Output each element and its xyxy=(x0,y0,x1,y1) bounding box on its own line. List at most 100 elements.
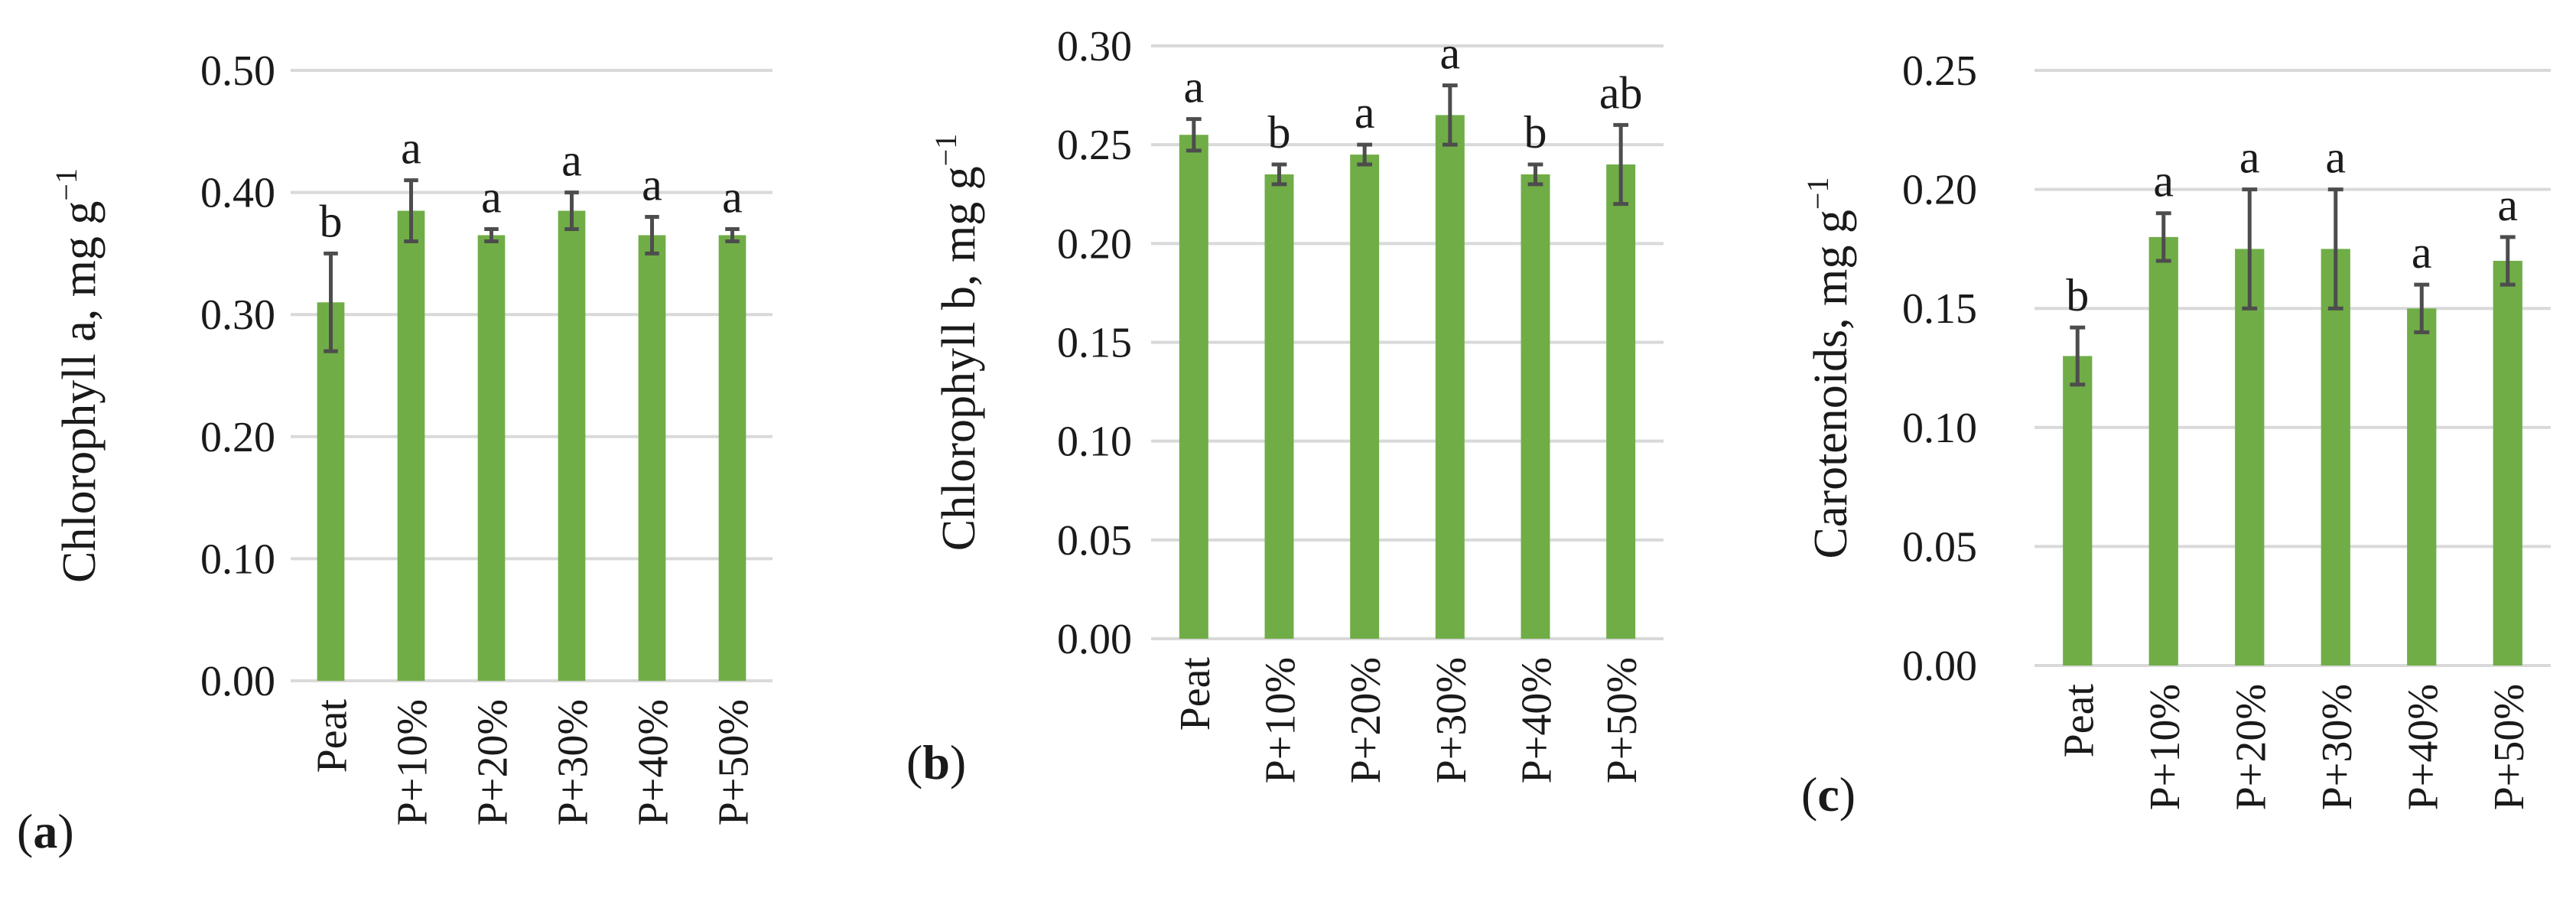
bar xyxy=(2235,249,2265,666)
panel-label-letter: c xyxy=(1817,767,1839,822)
y-tick-label: 0.20 xyxy=(1902,167,1977,214)
error-bar xyxy=(1442,83,1458,147)
y-tick-label: 0.15 xyxy=(1057,320,1132,367)
error-bar xyxy=(645,215,659,255)
error-bar xyxy=(2327,187,2343,311)
bar xyxy=(2148,236,2178,666)
error-bar xyxy=(564,190,579,231)
error-bar xyxy=(2155,211,2171,263)
x-tick-label: Peat xyxy=(2055,684,2103,758)
bar xyxy=(1179,135,1208,639)
x-tick-label: P+50% xyxy=(1599,657,1646,783)
error-bar xyxy=(2500,235,2516,287)
significance-letter: a xyxy=(2412,227,2432,278)
error-bar xyxy=(1271,162,1287,187)
x-tick-label: P+10% xyxy=(389,699,437,825)
significance-letter: a xyxy=(2153,156,2174,207)
significance-letter: a xyxy=(1184,62,1205,112)
significance-letter: a xyxy=(2497,180,2518,230)
x-tick-label: P+20% xyxy=(2227,684,2275,810)
bar xyxy=(558,210,586,681)
y-tick-label: 0.20 xyxy=(200,414,275,461)
bar xyxy=(1264,174,1294,639)
error-bar xyxy=(324,251,338,353)
panel-a: 0.00 0.10 0.20 0.30 0.40 0.50 Chlorophyll a, m… xyxy=(17,47,772,858)
significance-letter: b xyxy=(1524,107,1547,158)
significance-letter: b xyxy=(1268,107,1291,158)
significance-letter: b xyxy=(2066,270,2089,321)
bar xyxy=(2063,356,2093,666)
error-bar xyxy=(1613,122,1629,207)
y-tick-label: 0.15 xyxy=(1902,285,1977,333)
bar xyxy=(2321,249,2350,666)
y-axis-label-text: Carotenoids, mg g xyxy=(1805,210,1857,558)
panel-label-letter: a xyxy=(33,804,57,858)
significance-letter: a xyxy=(2325,132,2346,183)
bar xyxy=(2493,260,2522,666)
error-bar xyxy=(2070,325,2086,387)
y-tick-label: 0.25 xyxy=(1902,47,1977,95)
x-tick-label: P+10% xyxy=(1257,657,1305,783)
y-tick-label: 0.30 xyxy=(200,291,275,339)
y-axis-label-superscript: −1 xyxy=(49,168,83,201)
y-axis-label: Chlorophyll b, mg g−1 xyxy=(929,134,985,551)
error-bar xyxy=(404,178,418,243)
y-tick-label: 0.40 xyxy=(200,170,275,217)
y-axis-label-superscript: −1 xyxy=(929,134,963,167)
y-tick-label: 0.05 xyxy=(1902,523,1977,571)
significance-letter: ab xyxy=(1599,67,1643,118)
x-tick-label: P+20% xyxy=(470,699,517,825)
bar xyxy=(638,235,666,682)
error-bar xyxy=(1527,162,1543,187)
x-tick-label: P+40% xyxy=(2399,684,2447,810)
x-tick-label: P+40% xyxy=(630,699,678,825)
bar xyxy=(1350,155,1380,640)
significance-letter: a xyxy=(2239,132,2260,183)
bar xyxy=(1606,164,1636,639)
error-bar xyxy=(2242,187,2258,311)
x-tick-label: P+20% xyxy=(1342,657,1390,783)
y-tick-label: 0.10 xyxy=(1057,418,1132,466)
significance-letter: a xyxy=(481,171,502,222)
x-tick-label: P+30% xyxy=(1428,657,1475,783)
bar xyxy=(397,210,425,681)
bar xyxy=(317,302,345,681)
error-bar xyxy=(1186,117,1202,153)
y-axis-label-text: Chlorophyll b, mg g xyxy=(933,166,985,551)
significance-letter: a xyxy=(1440,28,1461,79)
panel-label: (c) xyxy=(1801,767,1856,822)
bar xyxy=(718,235,746,682)
error-bar xyxy=(484,226,499,243)
significance-letter: b xyxy=(320,196,343,246)
y-axis-label-text: Chlorophyll a, mg g xyxy=(54,201,106,583)
y-tick-label: 0.00 xyxy=(1057,616,1132,663)
panel-b: 0.00 0.05 0.10 0.15 0.20 0.25 0.30 Chlorophyll … xyxy=(906,23,1664,789)
x-tick-label: P+40% xyxy=(1514,657,1561,783)
y-tick-label: 0.30 xyxy=(1057,23,1132,70)
y-tick-label: 0.00 xyxy=(200,658,275,705)
y-axis-label: Chlorophyll a, mg g−1 xyxy=(49,168,106,583)
error-bar xyxy=(1357,142,1373,167)
y-tick-label: 0.05 xyxy=(1057,517,1132,565)
y-tick-label: 0.50 xyxy=(200,47,275,95)
y-tick-label: 0.10 xyxy=(1902,405,1977,452)
error-bar xyxy=(2414,282,2430,334)
y-tick-label: 0.10 xyxy=(200,535,275,583)
bar xyxy=(477,235,506,682)
panel-label-letter: b xyxy=(922,735,950,789)
significance-letter: a xyxy=(401,123,421,174)
y-axis-label-superscript: −1 xyxy=(1800,177,1835,210)
significance-letter: a xyxy=(1355,87,1375,138)
bar xyxy=(2407,308,2437,666)
bar xyxy=(1521,174,1550,639)
x-tick-label: Peat xyxy=(309,699,356,773)
significance-letter: a xyxy=(642,160,662,210)
error-bar xyxy=(725,226,740,243)
x-tick-label: P+10% xyxy=(2142,684,2189,810)
y-tick-label: 0.00 xyxy=(1902,643,1977,690)
bar xyxy=(1435,115,1465,639)
x-tick-label: P+30% xyxy=(550,699,597,825)
x-tick-label: P+30% xyxy=(2314,684,2361,810)
